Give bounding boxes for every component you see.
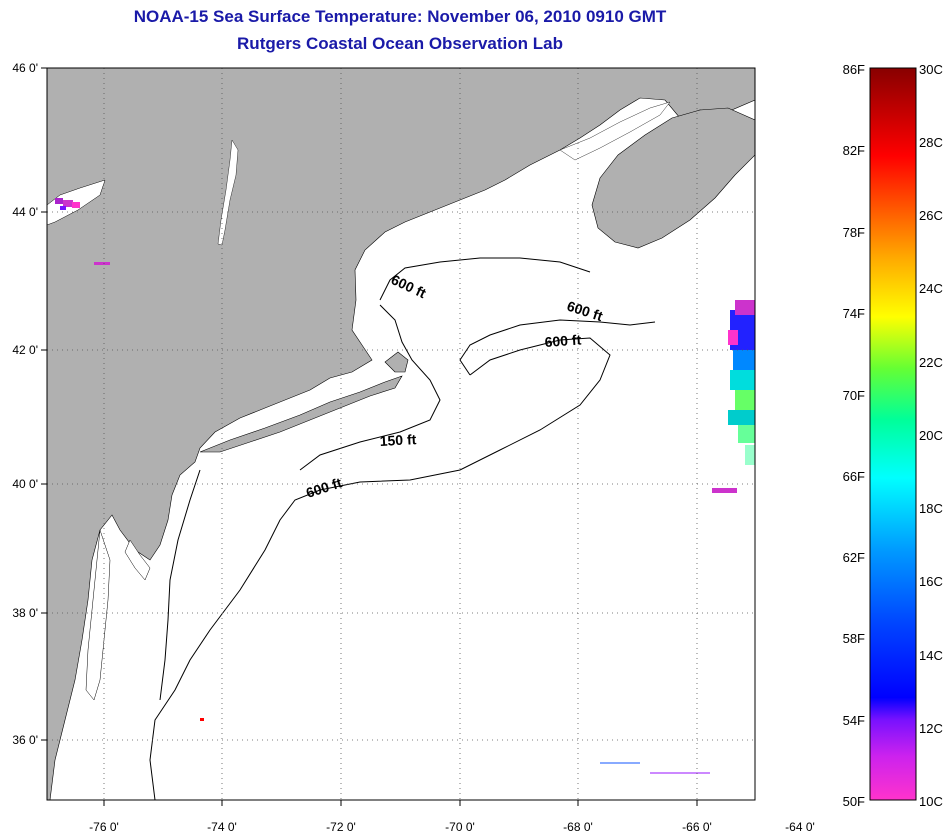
cbar-c-28: 28C <box>919 135 943 150</box>
lat-label-40: 40 0' <box>12 477 38 491</box>
sst-patch-east <box>712 300 755 493</box>
lon-labels: -76 0' -74 0' -72 0' -70 0' -68 0' -66 0… <box>89 820 815 834</box>
cbar-c-24: 24C <box>919 281 943 296</box>
cbar-f-58: 58F <box>843 631 865 646</box>
cbar-c-10: 10C <box>919 794 943 809</box>
cbar-f-86: 86F <box>843 62 865 77</box>
cbar-c-18: 18C <box>919 501 943 516</box>
sst-speckles <box>200 718 710 774</box>
map-frame <box>46 67 756 801</box>
cbar-c-14: 14C <box>919 648 943 663</box>
land-nova-scotia <box>591 107 755 249</box>
cbar-c-30: 30C <box>919 62 943 77</box>
land-cape-cod <box>384 351 409 373</box>
lon-label-64: -64 0' <box>785 820 815 834</box>
cbar-c-22: 22C <box>919 355 943 370</box>
lon-label-74: -74 0' <box>207 820 237 834</box>
lon-label-66: -66 0' <box>682 820 712 834</box>
contour-label-150: 150 ft <box>379 431 417 449</box>
land-long-island <box>199 375 403 453</box>
colorbar-fahrenheit-labels: 86F 82F 78F 74F 70F 66F 62F 58F 54F 50F <box>843 62 865 809</box>
cbar-f-74: 74F <box>843 306 865 321</box>
lon-label-70: -70 0' <box>445 820 475 834</box>
cbar-c-20: 20C <box>919 428 943 443</box>
land-mainland <box>47 68 755 800</box>
map-title: NOAA-15 Sea Surface Temperature: Novembe… <box>133 7 667 26</box>
colorbar <box>869 67 917 801</box>
cbar-f-50: 50F <box>843 794 865 809</box>
axis-ticks <box>41 67 698 806</box>
water-bay-of-fundy <box>559 101 671 161</box>
lon-label-76: -76 0' <box>89 820 119 834</box>
cbar-f-82: 82F <box>843 143 865 158</box>
depth-contours <box>149 257 656 800</box>
lat-label-42: 42 0' <box>12 343 38 357</box>
graticule <box>47 68 755 800</box>
cbar-c-12: 12C <box>919 721 943 736</box>
cbar-f-70: 70F <box>843 388 865 403</box>
lat-label-44: 44 0' <box>12 205 38 219</box>
lat-labels: 46 0' 44 0' 42 0' 40 0' 38 0' 36 0' <box>12 61 38 747</box>
lat-label-36: 36 0' <box>12 733 38 747</box>
cbar-f-78: 78F <box>843 225 865 240</box>
cbar-c-26: 26C <box>919 208 943 223</box>
water-lake-champlain <box>217 139 239 246</box>
cbar-f-62: 62F <box>843 550 865 565</box>
lat-label-38: 38 0' <box>12 606 38 620</box>
lon-label-72: -72 0' <box>326 820 356 834</box>
lat-label-46: 46 0' <box>12 61 38 75</box>
sst-patch-ontario <box>55 198 110 265</box>
cbar-f-54: 54F <box>843 713 865 728</box>
map-subtitle: Rutgers Coastal Ocean Observation Lab <box>237 34 563 53</box>
water-chesapeake <box>85 529 111 701</box>
contour-label-600-c: 600 ft <box>544 331 582 350</box>
lon-label-68: -68 0' <box>563 820 593 834</box>
cbar-f-66: 66F <box>843 469 865 484</box>
colorbar-celsius-labels: 30C 28C 26C 24C 22C 20C 18C 16C 14C 12C … <box>919 62 943 809</box>
cbar-c-16: 16C <box>919 574 943 589</box>
water-delaware-bay <box>124 539 151 581</box>
